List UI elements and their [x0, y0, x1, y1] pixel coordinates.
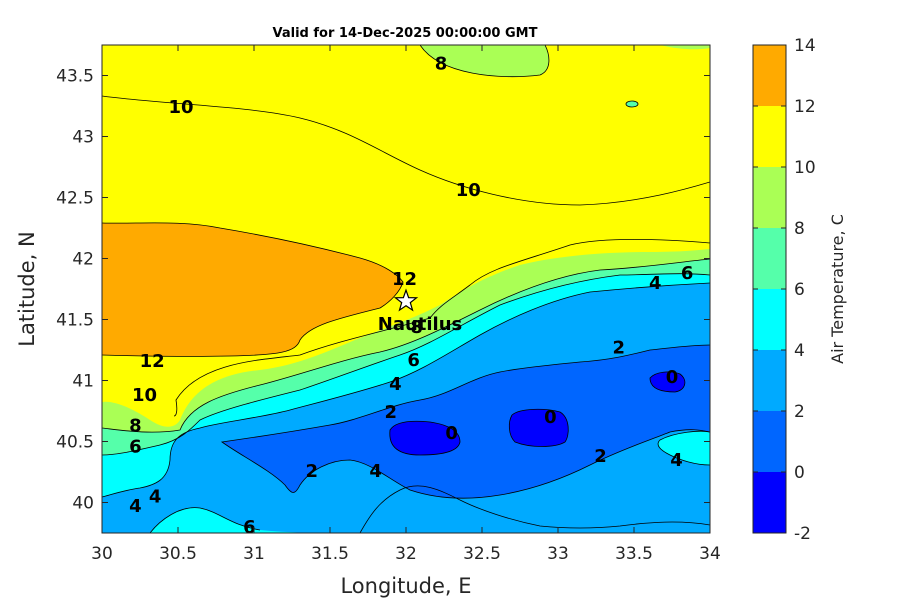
colorbar-segment [753, 106, 786, 167]
colorbar-tick-label: 4 [794, 341, 805, 361]
contour-label: 12 [140, 351, 165, 372]
contour-label: 0 [544, 407, 557, 428]
x-tick-label: 34 [699, 544, 721, 564]
x-axis-label: Longitude, E [340, 574, 471, 598]
contour-label: 8 [435, 53, 448, 74]
band-6-8-island [626, 101, 638, 107]
contour-label: 6 [129, 436, 142, 457]
x-tick-label: 30.5 [159, 544, 197, 564]
band-minus2-0-c [650, 371, 685, 392]
colorbar-segment [753, 167, 786, 228]
colorbar-tick-label: 14 [794, 36, 816, 56]
colorbar-segment [753, 228, 786, 289]
contour-label: 10 [456, 180, 481, 201]
colorbar-tick-label: 0 [794, 463, 805, 483]
y-tick-label: 41 [72, 372, 94, 392]
contour-label: 12 [392, 269, 417, 290]
contour-label: 4 [389, 374, 402, 395]
band-minus2-0-b [509, 409, 569, 447]
contour-fill-layer [102, 45, 710, 533]
y-tick-label: 42.5 [56, 189, 94, 209]
contour-label: 4 [149, 486, 162, 507]
band-6-8-top [420, 45, 710, 77]
x-axis: 30 30.5 31 31.5 32 32.5 33 33.5 34 [91, 45, 721, 564]
colorbar-segment [753, 45, 786, 106]
colorbar: -2 0 2 4 6 8 10 12 14 [752, 36, 816, 544]
x-tick-label: 33 [547, 544, 569, 564]
colorbar-tick-label: -2 [794, 524, 811, 544]
band-6-8 [102, 259, 710, 455]
station-star-icon [393, 288, 419, 312]
contour-label: 4 [369, 461, 382, 482]
band-12-14 [102, 222, 403, 357]
contour-line-layer [102, 45, 710, 533]
contour-label: 6 [681, 263, 694, 284]
y-tick-label: 40 [72, 494, 94, 514]
colorbar-label: Air Temperature, C [828, 214, 847, 364]
colorbar-tick-label: 6 [794, 280, 805, 300]
contour-label: 2 [594, 446, 607, 467]
station-marker: Nautilus [378, 288, 463, 335]
contour-label: 0 [666, 367, 679, 388]
contour-label: 4 [129, 496, 142, 517]
contour-label: 8 [129, 416, 142, 437]
contour-label: 0 [445, 423, 458, 444]
y-tick-label: 43.5 [56, 67, 94, 87]
contour-label: 2 [385, 402, 398, 423]
contour-label: 10 [169, 97, 194, 118]
x-tick-label: 33.5 [615, 544, 653, 564]
contour-label: 2 [305, 461, 318, 482]
colorbar-tick-label: 2 [794, 402, 805, 422]
colorbar-tick-label: 10 [794, 158, 816, 178]
band-10-12-lobe [102, 360, 177, 416]
x-tick-label: 32.5 [463, 544, 501, 564]
y-tick-label: 41.5 [56, 311, 94, 331]
x-tick-label: 32 [395, 544, 417, 564]
y-tick-label: 42 [72, 250, 94, 270]
contour-label: 10 [132, 385, 157, 406]
colorbar-segment [753, 350, 786, 411]
colorbar-tick-label: 12 [794, 97, 816, 117]
chart-title: Valid for 14-Dec-2025 00:00:00 GMT [273, 26, 538, 41]
x-tick-label: 31.5 [311, 544, 349, 564]
colorbar-segment [753, 289, 786, 350]
band-4-6-pocket [658, 431, 710, 465]
colorbar-tick-label: 8 [794, 219, 805, 239]
x-tick-label: 30 [91, 544, 113, 564]
station-label: Nautilus [378, 314, 463, 335]
colorbar-segment [753, 411, 786, 472]
x-tick-label: 31 [243, 544, 265, 564]
contour-label: 6 [407, 350, 420, 371]
colorbar-segment [753, 472, 786, 533]
y-axis-label: Latitude, N [15, 231, 39, 347]
y-tick-label: 43 [72, 128, 94, 148]
contour-label: 2 [613, 338, 626, 359]
contour-label: 4 [649, 273, 662, 294]
contour-label: 4 [670, 450, 683, 471]
contour-label: 8 [410, 317, 423, 338]
band-minus2-0-a [389, 421, 460, 455]
y-tick-label: 40.5 [56, 433, 94, 453]
